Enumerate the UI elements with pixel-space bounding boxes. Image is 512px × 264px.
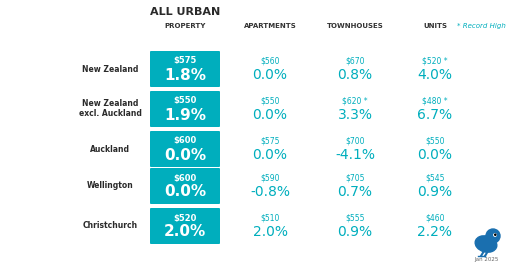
Text: 0.9%: 0.9% xyxy=(417,185,453,199)
Text: $555: $555 xyxy=(345,214,365,223)
Text: $480 *: $480 * xyxy=(422,97,448,106)
FancyBboxPatch shape xyxy=(150,168,220,204)
Text: $705: $705 xyxy=(345,173,365,182)
Text: TOWNHOUSES: TOWNHOUSES xyxy=(327,23,383,29)
Text: UNITS: UNITS xyxy=(423,23,447,29)
Text: 0.8%: 0.8% xyxy=(337,68,373,82)
Text: 2.2%: 2.2% xyxy=(417,225,453,239)
FancyBboxPatch shape xyxy=(150,91,220,127)
Text: $600: $600 xyxy=(174,136,197,145)
Ellipse shape xyxy=(475,236,497,252)
Text: 2.0%: 2.0% xyxy=(164,224,206,239)
Text: 4.0%: 4.0% xyxy=(417,68,453,82)
Text: 3.3%: 3.3% xyxy=(337,108,373,122)
Text: $575: $575 xyxy=(174,56,197,65)
Text: 0.7%: 0.7% xyxy=(337,185,373,199)
Text: $510: $510 xyxy=(260,214,280,223)
Text: 2.0%: 2.0% xyxy=(252,225,288,239)
Text: PROPERTY: PROPERTY xyxy=(164,23,206,29)
Circle shape xyxy=(494,234,496,236)
Text: Wellington: Wellington xyxy=(87,182,133,191)
Text: 0.0%: 0.0% xyxy=(252,108,288,122)
Text: -0.8%: -0.8% xyxy=(250,185,290,199)
Text: Christchurch: Christchurch xyxy=(82,221,138,230)
Text: New Zealand: New Zealand xyxy=(82,64,138,73)
Text: 0.0%: 0.0% xyxy=(164,185,206,200)
FancyBboxPatch shape xyxy=(150,51,220,87)
Text: -4.1%: -4.1% xyxy=(335,148,375,162)
Circle shape xyxy=(495,234,496,235)
Text: 1.8%: 1.8% xyxy=(164,68,206,82)
Text: $670: $670 xyxy=(345,56,365,65)
Text: $550: $550 xyxy=(425,136,445,145)
Text: 0.0%: 0.0% xyxy=(164,148,206,163)
Text: New Zealand: New Zealand xyxy=(82,98,138,107)
Text: 1.9%: 1.9% xyxy=(164,107,206,122)
Circle shape xyxy=(486,229,500,243)
Text: * Record High: * Record High xyxy=(457,23,506,29)
Text: $520: $520 xyxy=(174,214,197,223)
Text: $700: $700 xyxy=(345,136,365,145)
Text: Auckland: Auckland xyxy=(90,144,130,153)
FancyBboxPatch shape xyxy=(150,208,220,244)
Text: $560: $560 xyxy=(260,56,280,65)
Text: $550: $550 xyxy=(260,97,280,106)
Text: APARTMENTS: APARTMENTS xyxy=(244,23,296,29)
Text: $545: $545 xyxy=(425,173,445,182)
Text: $520 *: $520 * xyxy=(422,56,448,65)
Text: $460: $460 xyxy=(425,214,445,223)
Text: excl. Auckland: excl. Auckland xyxy=(78,110,141,119)
Text: $620 *: $620 * xyxy=(342,97,368,106)
Text: 0.0%: 0.0% xyxy=(417,148,453,162)
FancyBboxPatch shape xyxy=(150,131,220,167)
Text: 0.0%: 0.0% xyxy=(252,148,288,162)
Text: 0.0%: 0.0% xyxy=(252,68,288,82)
Text: 6.7%: 6.7% xyxy=(417,108,453,122)
Text: $575: $575 xyxy=(260,136,280,145)
Text: 0.9%: 0.9% xyxy=(337,225,373,239)
Text: Jan 2025: Jan 2025 xyxy=(475,257,499,262)
Text: $600: $600 xyxy=(174,173,197,182)
Text: ALL URBAN: ALL URBAN xyxy=(150,7,220,17)
Text: $550: $550 xyxy=(174,97,197,106)
Text: $590: $590 xyxy=(260,173,280,182)
